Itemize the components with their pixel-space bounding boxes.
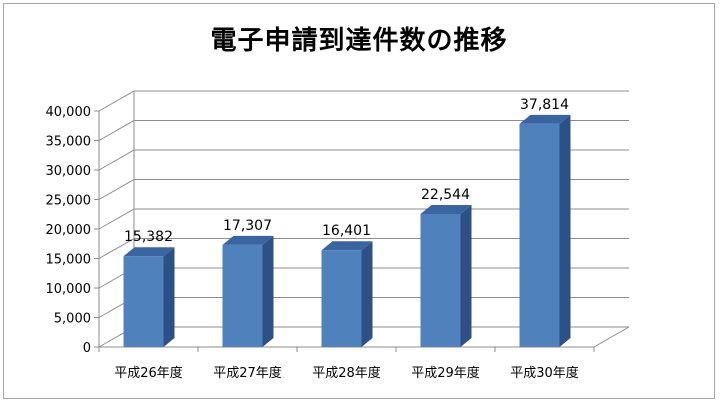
bar-side xyxy=(163,247,175,347)
data-label: 17,307 xyxy=(223,218,272,234)
y-tick-label: 5,000 xyxy=(54,312,91,327)
y-tick-label: 30,000 xyxy=(46,164,92,179)
y-tick-label: 35,000 xyxy=(46,135,92,150)
x-tick-label: 平成30年度 xyxy=(510,365,579,381)
x-tick-label: 平成28年度 xyxy=(312,365,381,381)
x-tick-label: 平成26年度 xyxy=(114,365,183,381)
gridline-diagonal xyxy=(98,208,135,230)
bar xyxy=(519,123,560,347)
gridline-diagonal xyxy=(98,238,135,259)
y-tick-label: 40,000 xyxy=(46,105,92,120)
bar-side xyxy=(460,204,472,347)
bar xyxy=(321,250,362,347)
bar-chart: 0 5,000 10,000 15,000 20,000 25,000 30,000 35,0… xyxy=(46,90,630,381)
y-tick-label: 25,000 xyxy=(46,194,92,209)
x-tick-label: 平成27年度 xyxy=(213,365,282,381)
gridline-diagonal xyxy=(98,179,135,200)
data-label: 37,814 xyxy=(520,97,569,113)
x-tick-label: 平成29年度 xyxy=(411,365,480,381)
chart-frame: 電子申請到達件数の推移 0 5,000 10,000 15,000 20,000 25,0… xyxy=(3,3,715,399)
bar xyxy=(123,256,164,347)
bar-top xyxy=(321,241,373,251)
y-tick-label: 20,000 xyxy=(46,223,92,238)
y-tick-label: 15,000 xyxy=(46,253,92,268)
bar-top xyxy=(222,235,274,245)
bar-top xyxy=(519,114,571,124)
data-label: 15,382 xyxy=(124,229,173,245)
bar-top xyxy=(420,204,472,214)
gridline-diagonal xyxy=(98,90,135,112)
y-tick-label: 10,000 xyxy=(46,282,92,297)
y-tick-label: 0 xyxy=(83,341,91,356)
bar xyxy=(420,213,461,347)
bar-side xyxy=(559,114,571,347)
gridline-diagonal xyxy=(98,149,135,171)
gridline-diagonal xyxy=(98,120,135,141)
data-label: 16,401 xyxy=(322,223,371,239)
floor-edge xyxy=(593,326,630,348)
bar-side xyxy=(361,241,373,347)
data-label: 22,544 xyxy=(421,187,470,203)
bar xyxy=(222,244,263,347)
chart-title: 電子申請到達件数の推移 xyxy=(210,26,508,56)
bar-top xyxy=(123,247,175,257)
bar-side xyxy=(262,235,274,347)
